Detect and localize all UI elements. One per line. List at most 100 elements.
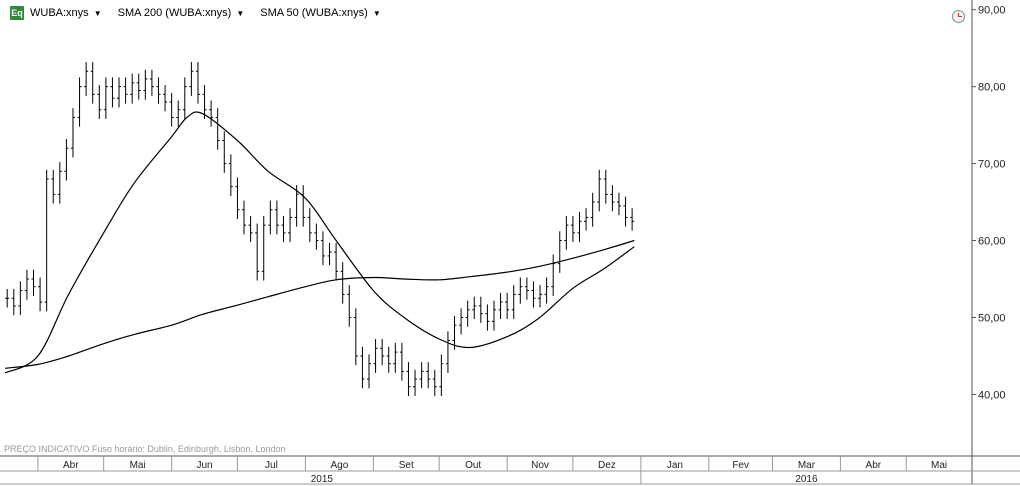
price-bar [182,77,187,119]
price-bar [255,223,260,281]
price-bar [491,300,496,331]
price-bar [465,300,470,327]
price-bar [570,215,575,243]
caret-down-icon[interactable]: ▼ [93,8,102,18]
y-tick-label: 50,00 [978,312,1006,324]
price-bar [222,131,227,173]
month-label: Mai [931,460,947,471]
price-bar [452,315,457,350]
price-bar [603,169,608,204]
month-label: Nov [531,460,549,471]
sma200-line [4,239,635,369]
price-bar [478,296,483,323]
year-label: 2015 [311,474,334,485]
price-bar [445,331,450,373]
price-bar [261,215,266,281]
month-label: Jan [667,460,683,471]
price-bar [472,296,477,320]
price-bar [24,269,29,300]
price-bar [84,62,89,96]
price-bar [610,185,615,212]
price-bar [531,281,536,308]
price-bar [77,77,82,127]
price-bar [327,242,332,266]
price-bar [432,369,437,396]
price-bar [577,212,582,243]
legend-sma50-label: SMA 50 (WUBA:xnys) [260,7,368,19]
price-bar [426,362,431,389]
legend-price-label: WUBA:xnys [30,7,89,19]
price-bar [169,92,174,127]
legend-sma200-label: SMA 200 (WUBA:xnys) [117,7,232,19]
chart-legend-toolbar: Eq WUBA:xnys ▼ SMA 200 (WUBA:xnys) ▼ SMA… [0,0,972,26]
legend-sma200[interactable]: SMA 200 (WUBA:xnys) ▼ [118,7,245,19]
price-bar [90,62,95,104]
month-label: Set [399,460,414,471]
month-label: Jul [265,460,278,471]
price-bar [130,73,135,104]
y-tick-label: 90,00 [978,5,1006,17]
price-bar [459,308,464,335]
caret-down-icon[interactable]: ▼ [236,8,245,18]
price-bar [353,308,358,366]
price-bar [538,285,543,308]
price-bar [274,200,279,235]
price-bar [439,354,444,396]
caret-down-icon[interactable]: ▼ [372,8,381,18]
equity-icon: Eq [10,6,24,20]
price-bar [498,292,503,320]
price-bar [51,169,56,204]
price-bar [314,223,319,250]
y-tick-label: 60,00 [978,236,1006,248]
price-bar [235,177,240,219]
y-tick-label: 80,00 [978,82,1006,94]
price-bar [366,354,371,389]
price-bar [228,154,233,196]
year-label: 2016 [795,474,818,485]
price-bar [209,100,214,127]
legend-sma50[interactable]: SMA 50 (WUBA:xnys) ▼ [260,7,381,19]
price-bar [149,69,154,96]
price-bar [281,215,286,243]
price-bar [64,138,69,181]
month-label: Mar [798,460,816,471]
price-bar [393,342,398,373]
price-bar [373,339,378,373]
x-axis: Abr Mai Jun Jul Ago Set Out Nov Dez Jan Fev Mar Abr M… [37,456,947,485]
price-bar [176,100,181,127]
y-tick-label: 70,00 [978,159,1006,171]
price-bar [630,208,635,231]
price-bar [215,108,220,150]
price-bar [584,208,589,231]
price-bar [544,277,549,304]
price-bar [399,342,404,381]
month-label: Abr [63,460,79,471]
price-bar [419,362,424,389]
price-bar [511,285,516,320]
price-bar [334,242,339,281]
price-bar [623,196,628,227]
price-bar [406,362,411,396]
price-bar [248,215,253,243]
legend-price[interactable]: WUBA:xnys ▼ [30,7,102,19]
clock-icon[interactable] [952,10,965,23]
price-bar [70,108,75,158]
price-bar [57,162,62,204]
price-bar [103,77,108,119]
price-bar [242,200,247,235]
price-bar [518,277,523,304]
price-bar [590,192,595,227]
price-bar [123,77,128,104]
price-bar [524,277,529,300]
price-bar [413,369,418,396]
month-label: Mai [130,460,146,471]
month-label: Ago [330,460,348,471]
price-bar [294,185,299,227]
price-bar [163,85,168,112]
sma50-line [4,111,635,374]
price-bar [195,62,200,104]
price-bar [301,185,306,227]
month-label: Out [465,460,481,471]
price-bar [44,169,49,312]
price-bar [505,292,510,320]
